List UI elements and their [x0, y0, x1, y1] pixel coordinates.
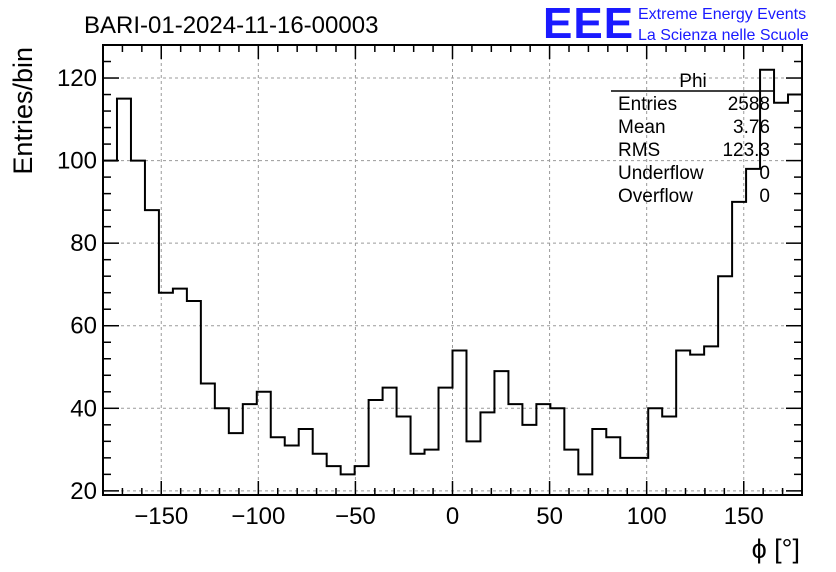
stats-label-underflow: Underflow [618, 163, 704, 184]
y-tick-label: 20 [70, 478, 97, 505]
x-tick-label: 50 [536, 503, 563, 530]
y-axis-label: Entries/bin [8, 47, 38, 175]
y-tick-label: 80 [70, 230, 97, 257]
axis-tick-labels: −150 −100 −50 0 50 100 150 20 40 60 80 100 120 [57, 65, 764, 530]
y-tick-label: 120 [57, 65, 97, 92]
x-tick-label: −150 [134, 503, 188, 530]
logo-subtitle-line1: Extreme Energy Events [638, 6, 806, 23]
stats-label-overflow: Overflow [618, 186, 693, 207]
y-tick-label: 100 [57, 148, 97, 175]
stats-value-entries: 2588 [728, 94, 770, 115]
grid-lines [103, 45, 802, 495]
stats-value-underflow: 0 [759, 163, 770, 184]
eee-logo: EEE [543, 0, 634, 48]
axis-ticks [102, 44, 803, 495]
x-tick-label: −100 [231, 503, 285, 530]
logo-subtitle-line2: La Scienza nelle Scuole [638, 27, 809, 44]
stats-value-mean: 3.76 [733, 117, 770, 138]
stats-value-overflow: 0 [759, 186, 770, 207]
stats-value-rms: 123.3 [722, 140, 770, 161]
x-tick-label: 0 [446, 503, 459, 530]
histogram-series-line [103, 68, 802, 476]
stats-box-title: Phi [679, 71, 706, 92]
x-tick-label: 100 [627, 503, 667, 530]
stats-label-rms: RMS [618, 140, 660, 161]
stats-box: Phi Entries 2588 Mean 3.76 RMS 123.3 Und… [611, 71, 775, 207]
x-tick-label: −50 [335, 503, 376, 530]
y-tick-label: 40 [70, 395, 97, 422]
chart-title: BARI-01-2024-11-16-00003 [84, 12, 378, 39]
x-tick-label: 150 [724, 503, 764, 530]
x-axis-label: ϕ [°] [752, 534, 800, 564]
stats-label-mean: Mean [618, 117, 666, 138]
stats-label-entries: Entries [618, 94, 677, 115]
y-tick-label: 60 [70, 313, 97, 340]
